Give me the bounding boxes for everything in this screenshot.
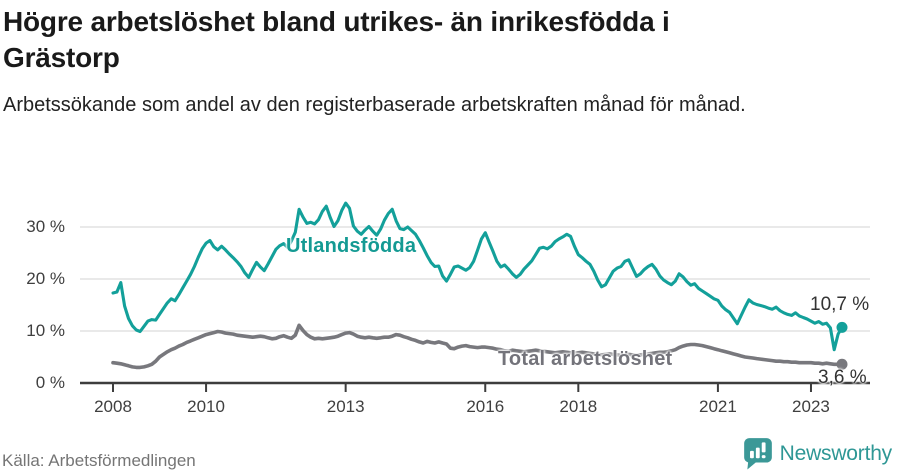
newsworthy-icon: [743, 438, 772, 470]
page-title-line1: Högre arbetslöshet bland utrikes- än inr…: [3, 6, 670, 37]
end-dot-total-arbetsloshet: [836, 358, 848, 370]
x-tick-label: 2021: [698, 397, 737, 416]
x-tick-label: 2018: [559, 397, 598, 416]
y-tick-label: 30 %: [26, 217, 65, 236]
y-tick-label: 0 %: [35, 373, 65, 392]
x-tick-label: 2016: [466, 397, 505, 416]
series-label-total-arbetsloshet: Total arbetslöshet: [498, 348, 673, 370]
x-tick-label: 2010: [187, 397, 225, 416]
newsworthy-logo[interactable]: Newsworthy: [743, 437, 892, 470]
y-tick-label: 20 %: [26, 269, 65, 288]
page-title-line2: Grästorp: [3, 42, 120, 73]
end-dot-utlandsfodda: [836, 321, 848, 333]
x-tick-label: 2013: [326, 397, 365, 416]
end-value-label-utlandsfodda: 10,7 %: [810, 294, 870, 315]
x-tick-label: 2023: [792, 397, 830, 416]
newsworthy-wordmark: Newsworthy: [779, 441, 893, 465]
y-tick-label: 10 %: [26, 321, 65, 340]
x-tick-label: 2008: [94, 397, 132, 416]
page-subtitle: Arbetssökande som andel av den registerb…: [3, 94, 746, 116]
end-value-label-total-arbetsloshet: 3,6 %: [818, 367, 867, 388]
series-label-utlandsfodda: Utlandsfödda: [286, 235, 417, 257]
source-text: Källa: Arbetsförmedlingen: [2, 451, 196, 470]
line-utlandsfodda: [111, 201, 844, 352]
line-total-arbetsloshet: [111, 323, 844, 370]
page-title: Högre arbetslöshet bland utrikes- än inr…: [3, 4, 670, 76]
